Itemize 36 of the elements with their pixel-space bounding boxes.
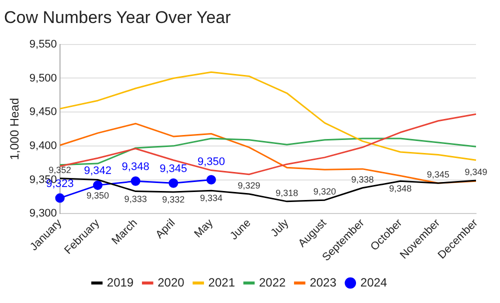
legend-label: 2024 xyxy=(360,275,388,290)
data-label: 9,350 xyxy=(86,190,110,200)
data-label: 9,320 xyxy=(313,186,336,197)
data-label: 9,318 xyxy=(276,188,298,198)
x-tick-label: May xyxy=(192,216,216,240)
point xyxy=(168,178,178,188)
y-tick-label: 9,550 xyxy=(29,38,57,50)
y-tick-label: 9,500 xyxy=(29,72,57,84)
data-label: 9,342 xyxy=(84,165,112,178)
data-label: 9,350 xyxy=(197,156,225,168)
point xyxy=(55,193,65,203)
legend-label: 2021 xyxy=(208,275,236,290)
y-axis-title: 1,000 Head xyxy=(8,98,22,160)
y-tick-label: 9,300 xyxy=(29,208,57,220)
data-label: 9,334 xyxy=(200,193,222,204)
y-tick-label: 9,400 xyxy=(29,140,57,152)
point xyxy=(206,175,216,185)
point xyxy=(93,180,102,190)
legend-label: 2019 xyxy=(106,275,134,290)
data-label: 9,338 xyxy=(351,174,374,184)
legend-label: 2022 xyxy=(259,275,286,290)
data-label: 9,352 xyxy=(48,164,72,175)
y-tick-label: 9,450 xyxy=(29,106,57,118)
x-tick-label: July xyxy=(268,216,292,240)
data-label: 9,345 xyxy=(426,170,450,180)
legend-label: 2023 xyxy=(310,275,337,290)
chart-title: Cow Numbers Year Over Year xyxy=(4,8,232,27)
data-label: 9,332 xyxy=(162,194,185,204)
data-label: 9,349 xyxy=(464,166,488,177)
data-label: 9,333 xyxy=(124,194,147,204)
legend-label: 2020 xyxy=(158,275,185,290)
data-label: 9,348 xyxy=(389,184,412,194)
data-label: 9,329 xyxy=(238,180,260,190)
data-label: 9,345 xyxy=(160,163,188,176)
data-label: 9,348 xyxy=(122,161,150,174)
point xyxy=(130,176,140,186)
